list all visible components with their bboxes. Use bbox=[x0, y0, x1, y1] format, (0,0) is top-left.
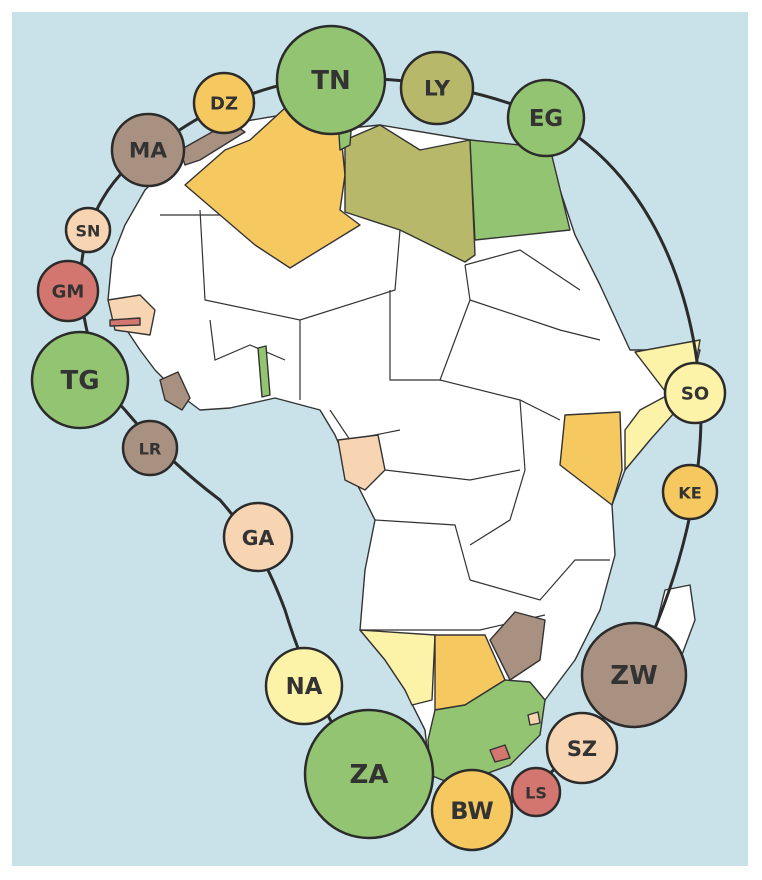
bubble-circle[interactable] bbox=[399, 50, 475, 126]
bubble-label: KE bbox=[678, 484, 702, 503]
country-libya[interactable] bbox=[344, 124, 476, 263]
bubble-label: SZ bbox=[567, 737, 597, 761]
bubble-circle[interactable] bbox=[110, 112, 186, 188]
bubble-circle[interactable] bbox=[510, 766, 562, 818]
country-zimbabwe[interactable] bbox=[489, 611, 546, 681]
bubble-sz[interactable]: SZ bbox=[545, 711, 619, 785]
bubble-label: TG bbox=[60, 366, 99, 396]
bubble-label: NA bbox=[286, 674, 323, 700]
bubble-circle[interactable] bbox=[36, 259, 100, 323]
bubble-circle[interactable] bbox=[264, 646, 344, 726]
bubble-circle[interactable] bbox=[30, 330, 130, 430]
bubble-label: GM bbox=[52, 282, 85, 303]
bubble-tn[interactable]: TN bbox=[275, 24, 387, 136]
bubble-tg[interactable]: TG bbox=[30, 330, 130, 430]
bubble-circle[interactable] bbox=[222, 501, 294, 573]
bubble-circle[interactable] bbox=[275, 24, 387, 136]
bubble-label: SN bbox=[76, 222, 101, 241]
bubble-circle[interactable] bbox=[64, 206, 112, 254]
bubble-gm[interactable]: GM bbox=[36, 259, 100, 323]
bubble-label: LY bbox=[424, 77, 450, 102]
bubble-label: BW bbox=[450, 797, 493, 825]
country-gambia[interactable] bbox=[109, 317, 141, 327]
bubble-zw[interactable]: ZW bbox=[580, 621, 688, 729]
bubble-sn[interactable]: SN bbox=[64, 206, 112, 254]
bubble-circle[interactable] bbox=[430, 768, 514, 852]
bubble-eg[interactable]: EG bbox=[506, 78, 586, 158]
bubble-za[interactable]: ZA bbox=[303, 708, 435, 840]
bubble-label: LR bbox=[139, 440, 162, 459]
bubble-circle[interactable] bbox=[121, 419, 179, 477]
bubble-circle[interactable] bbox=[506, 78, 586, 158]
bubble-ke[interactable]: KE bbox=[661, 463, 719, 521]
bubbles-layer: TN LY EG DZ MA SN GM TG LR GA NA ZA BW LS SZ ZW KE SO bbox=[30, 24, 727, 852]
bubble-circle[interactable] bbox=[192, 71, 256, 135]
bubble-ga[interactable]: GA bbox=[222, 501, 294, 573]
bubble-circle[interactable] bbox=[580, 621, 688, 729]
bubble-circle[interactable] bbox=[303, 708, 435, 840]
bubble-dz[interactable]: DZ bbox=[192, 71, 256, 135]
bubble-label: SO bbox=[681, 384, 709, 405]
bubble-bw[interactable]: BW bbox=[430, 768, 514, 852]
country-kenya[interactable] bbox=[559, 411, 623, 506]
bubble-label: DZ bbox=[210, 94, 238, 115]
bubble-label: ZA bbox=[350, 760, 389, 790]
bubble-na[interactable]: NA bbox=[264, 646, 344, 726]
bubble-circle[interactable] bbox=[663, 361, 727, 425]
bubble-label: GA bbox=[242, 526, 275, 550]
country-gabon[interactable] bbox=[337, 434, 386, 491]
country-lesotho[interactable] bbox=[489, 744, 511, 763]
country-eswatini[interactable] bbox=[527, 711, 541, 726]
bubble-circle[interactable] bbox=[545, 711, 619, 785]
bubble-label: ZW bbox=[610, 661, 658, 691]
country-namibia[interactable] bbox=[359, 629, 436, 706]
bubble-label: LS bbox=[525, 784, 547, 803]
bubble-label: EG bbox=[529, 106, 563, 132]
internal-borders bbox=[160, 209, 610, 631]
africa-map[interactable]: TN LY EG DZ MA SN GM TG LR GA NA ZA BW LS SZ ZW KE SO bbox=[12, 12, 748, 866]
country-liberia[interactable] bbox=[159, 371, 191, 411]
bubble-so[interactable]: SO bbox=[663, 361, 727, 425]
country-togo[interactable] bbox=[257, 345, 271, 398]
bubble-label: MA bbox=[129, 139, 167, 164]
bubble-ma[interactable]: MA bbox=[110, 112, 186, 188]
bubble-label: TN bbox=[311, 66, 351, 96]
bubble-ls[interactable]: LS bbox=[510, 766, 562, 818]
bubble-lr[interactable]: LR bbox=[121, 419, 179, 477]
bubble-circle[interactable] bbox=[661, 463, 719, 521]
bubble-ly[interactable]: LY bbox=[399, 50, 475, 126]
map-frame: TN LY EG DZ MA SN GM TG LR GA NA ZA BW LS SZ ZW KE SO bbox=[12, 12, 748, 866]
